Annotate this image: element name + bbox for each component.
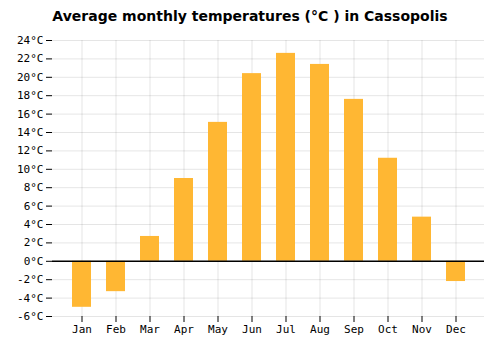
svg-text:0°C: 0°C xyxy=(24,255,44,268)
svg-text:Apr: Apr xyxy=(174,323,194,336)
svg-text:-6°C: -6°C xyxy=(17,310,44,323)
svg-text:Oct: Oct xyxy=(378,323,398,336)
html-text:Average monthly temperatures (: Average monthly temperatures (°C ) in Ca… xyxy=(52,8,448,24)
svg-text:10°C: 10°C xyxy=(17,163,44,176)
svg-text:Jul: Jul xyxy=(276,323,296,336)
svg-text:Jan: Jan xyxy=(72,323,92,336)
svg-text:Nov: Nov xyxy=(412,323,432,336)
svg-text:14°C: 14°C xyxy=(17,126,44,139)
svg-text:-2°C: -2°C xyxy=(17,273,44,286)
svg-text:Aug: Aug xyxy=(310,323,330,336)
svg-text:8°C: 8°C xyxy=(24,181,44,194)
svg-text:Jun: Jun xyxy=(242,323,262,336)
svg-text:24°C: 24°C xyxy=(17,34,44,47)
svg-text:12°C: 12°C xyxy=(17,144,44,157)
svg-text:6°C: 6°C xyxy=(24,200,44,213)
svg-text:2°C: 2°C xyxy=(24,236,44,249)
svg-text:-4°C: -4°C xyxy=(17,292,44,305)
svg-text:16°C: 16°C xyxy=(17,108,44,121)
svg-text:Mar: Mar xyxy=(140,323,160,336)
svg-text:4°C: 4°C xyxy=(24,218,44,231)
svg-text:May: May xyxy=(208,323,228,336)
svg-text:20°C: 20°C xyxy=(17,71,44,84)
svg-text:22°C: 22°C xyxy=(17,52,44,65)
svg-text:Dec: Dec xyxy=(446,323,466,336)
svg-text:18°C: 18°C xyxy=(17,89,44,102)
svg-text:Feb: Feb xyxy=(106,323,126,336)
svg-text:Sep: Sep xyxy=(344,323,364,336)
